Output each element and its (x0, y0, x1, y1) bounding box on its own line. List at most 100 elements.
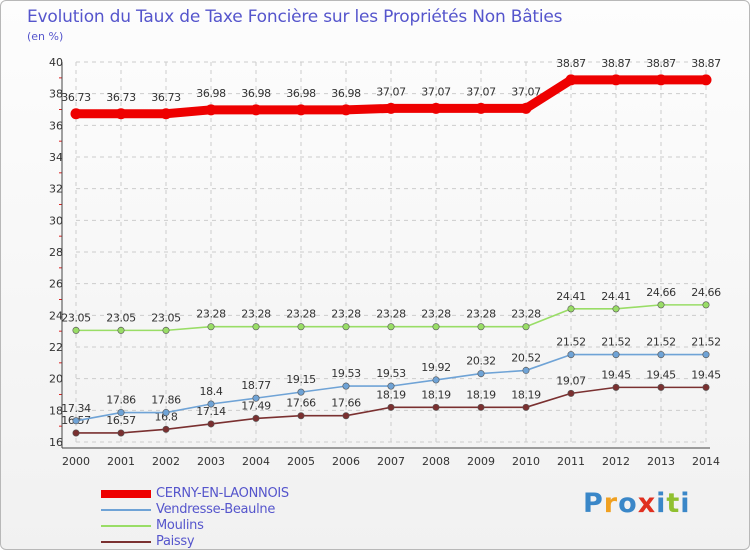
legend-swatch-0 (101, 490, 151, 498)
data-label: 38.87 (556, 57, 586, 70)
x-tick-label: 2008 (422, 455, 450, 468)
logo-letter: i (656, 488, 667, 519)
data-label: 21.52 (601, 336, 631, 349)
x-tick-label: 2007 (377, 455, 405, 468)
data-point (205, 104, 217, 116)
data-point (342, 382, 350, 390)
data-label: 37.07 (511, 85, 541, 98)
x-tick-label: 2009 (467, 455, 495, 468)
data-point (657, 301, 665, 309)
data-label: 18.19 (466, 388, 496, 401)
data-label: 17.34 (61, 402, 91, 415)
legend-label-2: Moulins (156, 518, 204, 533)
data-label: 17.86 (151, 394, 181, 407)
data-point (612, 351, 620, 359)
data-point (162, 326, 170, 334)
y-tick-label: 36 (49, 119, 63, 132)
x-tick-label: 2004 (242, 455, 270, 468)
data-label: 18.77 (241, 379, 271, 392)
x-tick-label: 2014 (692, 455, 720, 468)
chart-title: Evolution du Taux de Taxe Foncière sur l… (27, 7, 563, 27)
y-tick-label: 38 (49, 88, 63, 101)
data-point (252, 323, 260, 331)
data-point (162, 425, 170, 433)
data-point (115, 108, 127, 120)
data-label: 17.14 (196, 405, 226, 418)
data-point (522, 366, 530, 374)
x-tick-label: 2010 (512, 455, 540, 468)
data-point (387, 323, 395, 331)
x-tick-label: 2000 (62, 455, 90, 468)
y-tick-label: 20 (49, 373, 63, 386)
data-point (522, 323, 530, 331)
legend-swatch-3 (101, 541, 151, 543)
y-tick-label: 28 (49, 246, 63, 259)
x-tick-label: 2005 (287, 455, 315, 468)
data-point (162, 409, 170, 417)
data-label: 19.45 (646, 368, 676, 381)
data-label: 23.28 (376, 308, 406, 321)
data-label: 38.87 (646, 57, 676, 70)
x-tick-label: 2001 (107, 455, 135, 468)
data-label: 18.19 (376, 388, 406, 401)
x-tick-label: 2002 (152, 455, 180, 468)
data-label: 36.98 (331, 87, 361, 100)
data-label: 18.19 (421, 388, 451, 401)
data-point (565, 74, 577, 86)
data-point (117, 429, 125, 437)
data-point (340, 104, 352, 116)
y-tick-label: 22 (49, 341, 63, 354)
logo-letter: i (680, 488, 691, 519)
x-tick-label: 2006 (332, 455, 360, 468)
data-point (477, 370, 485, 378)
data-label: 16.57 (106, 414, 136, 427)
data-point (657, 351, 665, 359)
data-point (72, 417, 80, 425)
data-point (207, 420, 215, 428)
data-point (117, 326, 125, 334)
logo-letter: x (637, 488, 657, 519)
data-label: 23.28 (466, 308, 496, 321)
proxiti-logo: Proxiti (583, 488, 691, 519)
data-point (387, 382, 395, 390)
data-label: 24.41 (556, 290, 586, 303)
data-point (252, 394, 260, 402)
data-label: 24.66 (646, 286, 676, 299)
data-point (297, 323, 305, 331)
data-label: 23.05 (106, 311, 136, 324)
data-label: 19.07 (556, 374, 586, 387)
data-point (657, 383, 665, 391)
logo-letter: t (666, 488, 681, 519)
data-point (430, 102, 442, 114)
data-point (432, 403, 440, 411)
data-point (342, 412, 350, 420)
data-label: 36.73 (61, 91, 91, 104)
data-label: 23.28 (421, 308, 451, 321)
data-point (475, 102, 487, 114)
data-label: 20.52 (511, 351, 541, 364)
data-label: 18.4 (200, 385, 223, 398)
x-tick-label: 2012 (602, 455, 630, 468)
data-label: 37.07 (421, 85, 451, 98)
data-point (612, 383, 620, 391)
data-label: 23.05 (151, 311, 181, 324)
data-label: 23.28 (286, 308, 316, 321)
y-tick-label: 30 (49, 214, 63, 227)
data-point (295, 104, 307, 116)
data-label: 21.52 (646, 336, 676, 349)
data-label: 36.73 (151, 91, 181, 104)
data-point (702, 383, 710, 391)
data-label: 16.8 (155, 410, 178, 423)
data-point (342, 323, 350, 331)
y-tick-label: 34 (49, 151, 63, 164)
data-label: 23.28 (511, 308, 541, 321)
data-label: 19.15 (286, 373, 316, 386)
data-label: 17.66 (286, 397, 316, 410)
data-label: 23.28 (331, 308, 361, 321)
data-point (432, 376, 440, 384)
data-point (250, 104, 262, 116)
data-label: 37.07 (466, 85, 496, 98)
x-tick-label: 2013 (647, 455, 675, 468)
data-point (522, 403, 530, 411)
